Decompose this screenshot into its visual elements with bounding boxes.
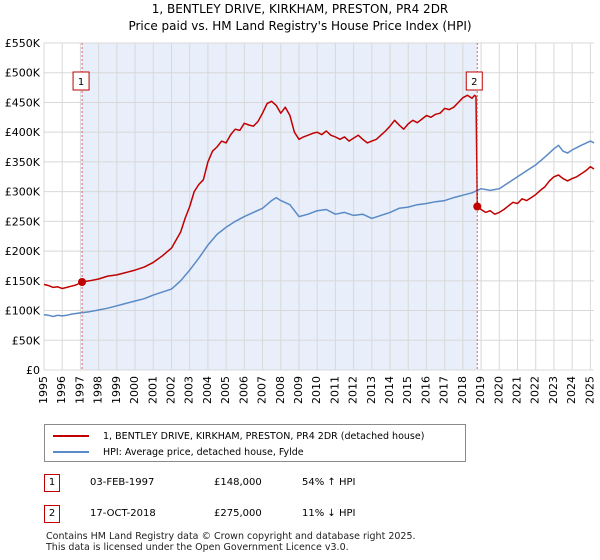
y-tick-label: £400K <box>5 126 41 139</box>
grid-lines <box>43 42 594 371</box>
y-tick-label: £450K <box>5 96 41 109</box>
x-tick-label: 2024 <box>565 376 578 404</box>
footer: Contains HM Land Registry data © Crown c… <box>46 531 586 553</box>
x-tick-label: 2025 <box>583 376 596 404</box>
x-tick-label: 2011 <box>328 376 341 404</box>
x-tick-label: 2006 <box>237 376 250 404</box>
sale-marker-box <box>72 71 90 91</box>
x-tick-label: 2012 <box>347 376 360 404</box>
x-tick-label: 1999 <box>110 376 123 404</box>
x-tick-label: 2015 <box>401 376 414 404</box>
y-tick-label: £200K <box>5 245 41 258</box>
x-tick-label: 2019 <box>474 376 487 404</box>
y-tick-label: £300K <box>5 186 41 199</box>
x-tick-label: 2001 <box>146 376 159 404</box>
sale-date: 17-OCT-2018 <box>90 508 156 519</box>
x-tick-label: 2013 <box>365 376 378 404</box>
y-tick-label: £100K <box>5 305 41 318</box>
x-tick-label: 2016 <box>419 376 432 404</box>
x-tick-label: 2014 <box>383 376 396 404</box>
x-tick-label: 2022 <box>529 376 542 404</box>
x-tick-label: 2008 <box>274 376 287 404</box>
sale-badge: 2 <box>44 505 60 523</box>
price-chart: 1, BENTLEY DRIVE, KIRKHAM, PRESTON, PR4 … <box>5 2 597 404</box>
copyright-line: Contains HM Land Registry data © Crown c… <box>46 531 416 542</box>
y-tick-label: £500K <box>5 67 41 80</box>
legend-swatch-hpi <box>53 451 89 453</box>
x-tick-label: 2023 <box>547 376 560 404</box>
plot-background <box>44 43 594 370</box>
x-tick-label: 2018 <box>456 376 469 404</box>
legend-label-hpi: HPI: Average price, detached house, Fyld… <box>103 446 304 458</box>
x-tick-label: 2005 <box>219 376 232 404</box>
sale-hpi-diff: 54% ↑ HPI <box>302 477 356 488</box>
price-paid-line <box>43 94 595 290</box>
legend-item-property: 1, BENTLEY DRIVE, KIRKHAM, PRESTON, PR4 … <box>53 429 424 443</box>
sale-point <box>473 202 482 211</box>
y-tick-label: £350K <box>5 156 41 169</box>
x-tick-label: 2004 <box>201 376 214 404</box>
x-tick-label: 2020 <box>492 376 505 404</box>
sale-marker-label: 1 <box>78 77 84 88</box>
x-tick-label: 2021 <box>511 376 524 404</box>
y-tick-label: £550K <box>5 37 41 50</box>
x-tick-label: 2000 <box>128 376 141 404</box>
x-tick-label: 2010 <box>310 376 323 404</box>
sale-badge: 1 <box>44 474 60 492</box>
sale-point <box>78 278 87 287</box>
series-layer <box>43 94 595 318</box>
sale-price: £275,000 <box>214 508 262 519</box>
axes: 1995 1996 1997 1998 1999 2000 2001 2002 2003 2004… <box>5 37 597 404</box>
legend-label-property: 1, BENTLEY DRIVE, KIRKHAM, PRESTON, PR4 … <box>103 430 425 442</box>
sale-marker-label: 2 <box>471 77 477 88</box>
legend: 1, BENTLEY DRIVE, KIRKHAM, PRESTON, PR4 … <box>44 424 466 462</box>
table-row: 1 03-FEB-1997 £148,000 54% ↑ HPI <box>44 474 564 494</box>
sale-marker-box <box>465 71 483 91</box>
legend-swatch-property <box>53 435 89 437</box>
x-tick-label: 2009 <box>292 376 305 404</box>
y-tick-label: £50K <box>12 334 41 347</box>
x-tick-label: 2003 <box>183 376 196 404</box>
x-tick-label: 1995 <box>37 376 50 404</box>
table-row: 2 17-OCT-2018 £275,000 11% ↓ HPI <box>44 505 564 525</box>
x-tick-label: 1998 <box>92 376 105 404</box>
legend-item-hpi: HPI: Average price, detached house, Fyld… <box>53 445 304 459</box>
sale-hpi-diff: 11% ↓ HPI <box>302 508 356 519</box>
x-tick-label: 2002 <box>164 376 177 404</box>
x-tick-label: 1997 <box>73 376 86 404</box>
x-tick-label: 1996 <box>55 376 68 404</box>
sale-price: £148,000 <box>214 477 262 488</box>
chart-title: 1, BENTLEY DRIVE, KIRKHAM, PRESTON, PR4 … <box>152 2 449 16</box>
y-tick-label: £250K <box>5 215 41 228</box>
sale-date: 03-FEB-1997 <box>90 477 155 488</box>
chart-subtitle: Price paid vs. HM Land Registry's House … <box>128 19 471 33</box>
y-tick-label: £0 <box>26 364 40 377</box>
ownership-period-shade <box>82 43 478 370</box>
hpi-line <box>43 140 595 318</box>
x-tick-label: 2017 <box>438 376 451 404</box>
x-tick-label: 2007 <box>256 376 269 404</box>
y-tick-label: £150K <box>5 275 41 288</box>
licence-line: This data is licensed under the Open Gov… <box>46 542 349 553</box>
